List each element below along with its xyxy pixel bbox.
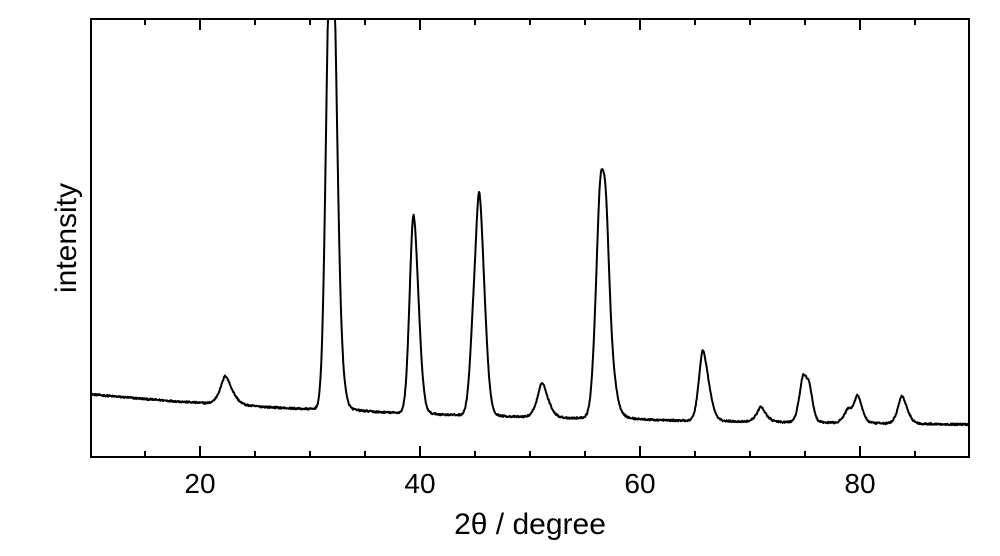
x-tick <box>584 18 586 25</box>
x-tick <box>639 18 641 30</box>
x-tick <box>419 18 421 30</box>
y-axis-label: intensity <box>50 183 84 293</box>
x-axis-label: 2θ / degree <box>454 508 606 542</box>
x-tick <box>364 451 366 458</box>
x-tick <box>144 451 146 458</box>
x-tick <box>529 18 531 25</box>
x-tick <box>529 451 531 458</box>
x-tick <box>804 18 806 25</box>
x-tick <box>144 18 146 25</box>
x-tick <box>804 451 806 458</box>
x-tick <box>419 446 421 458</box>
x-tick <box>694 18 696 25</box>
x-tick <box>474 18 476 25</box>
x-tick <box>749 18 751 25</box>
x-tick <box>639 446 641 458</box>
x-tick <box>309 451 311 458</box>
xrd-figure: 20 40 60 80 2θ / degree intensity <box>0 0 1000 556</box>
x-tick-label: 20 <box>184 468 215 500</box>
x-tick <box>254 18 256 25</box>
plot-area <box>90 18 970 458</box>
x-tick-label: 40 <box>404 468 435 500</box>
x-tick <box>364 18 366 25</box>
x-tick-label: 80 <box>844 468 875 500</box>
x-tick <box>749 451 751 458</box>
x-tick <box>199 446 201 458</box>
x-tick <box>859 446 861 458</box>
x-tick <box>474 451 476 458</box>
x-tick <box>914 451 916 458</box>
x-tick <box>309 18 311 25</box>
x-tick <box>199 18 201 30</box>
x-tick <box>584 451 586 458</box>
x-tick <box>859 18 861 30</box>
x-tick-label: 60 <box>624 468 655 500</box>
x-tick <box>914 18 916 25</box>
xrd-trace <box>90 18 970 425</box>
x-tick <box>694 451 696 458</box>
x-tick <box>254 451 256 458</box>
xrd-line-chart <box>90 18 970 458</box>
